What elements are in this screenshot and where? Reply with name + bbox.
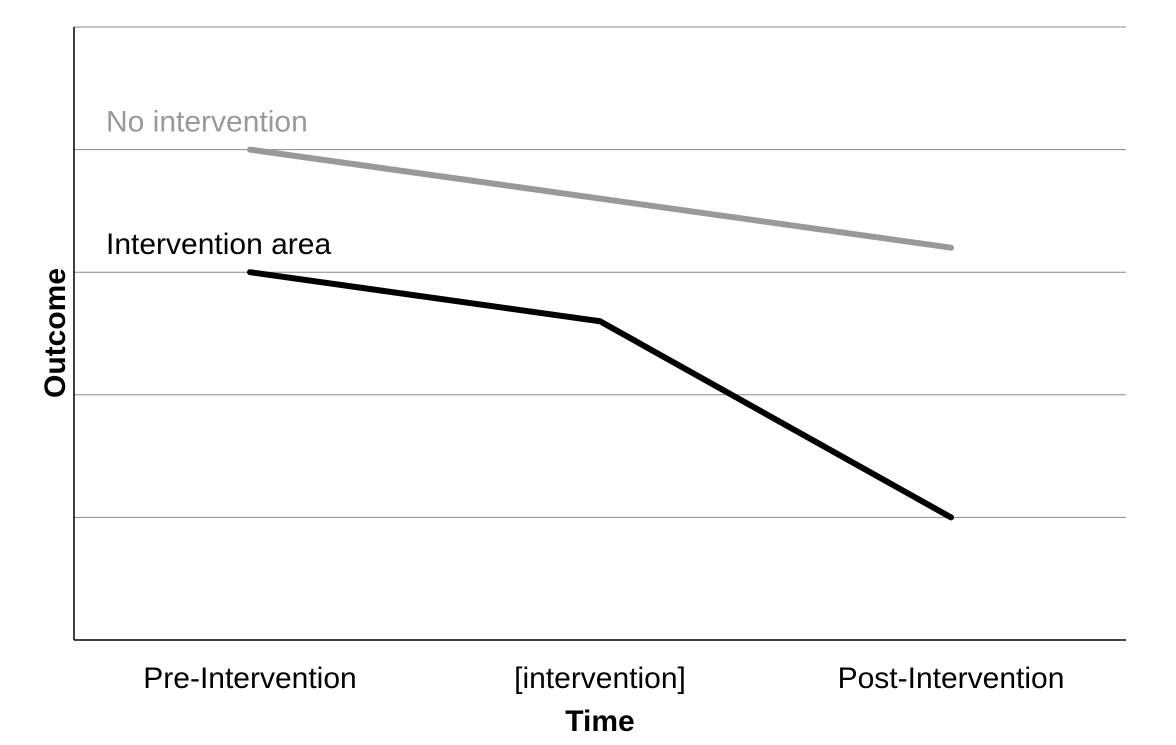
series-lines <box>247 146 954 521</box>
x-axis-title: Time <box>565 705 634 738</box>
series-line-1 <box>247 146 954 251</box>
series-label-2: Intervention area <box>106 228 331 261</box>
gridlines <box>74 26 1126 518</box>
series-line-2 <box>247 269 954 521</box>
x-tick-labels: Pre-Intervention [intervention] Post-Inter… <box>143 662 1064 695</box>
y-axis-title: Outcome <box>39 268 72 398</box>
x-tick-label-2: [intervention] <box>514 662 686 695</box>
x-tick-label-3: Post-Intervention <box>838 662 1065 695</box>
series-labels: No intervention Intervention area <box>106 106 331 262</box>
series-label-1: No intervention <box>106 106 308 139</box>
x-tick-label-1: Pre-Intervention <box>143 662 356 695</box>
